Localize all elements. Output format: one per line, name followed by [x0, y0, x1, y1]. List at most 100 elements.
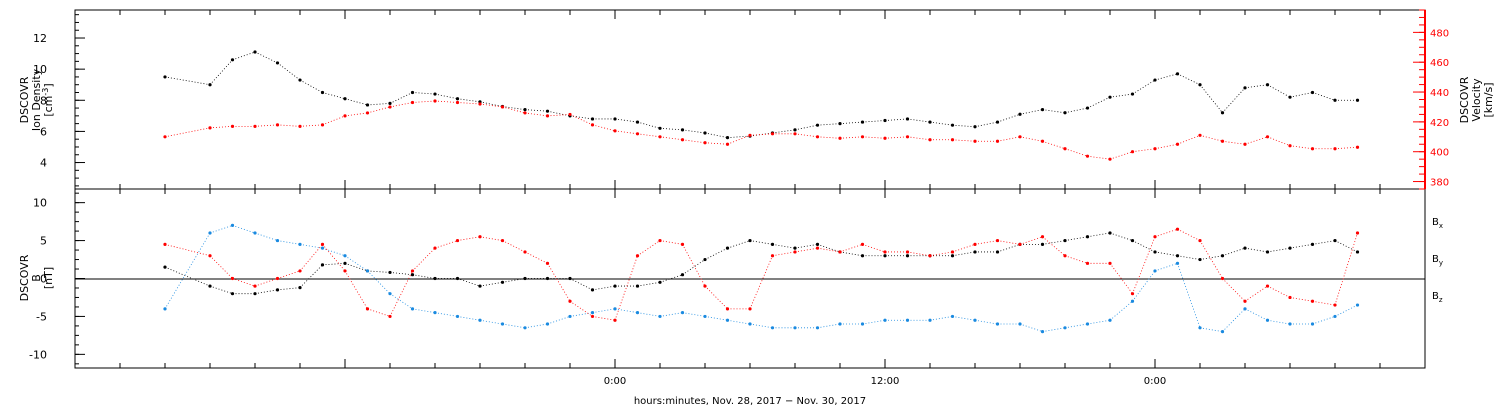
- series-trace-Bz: [1267, 285, 1291, 298]
- series-trace-velocity: [749, 133, 773, 136]
- series-trace-Bx: [1154, 251, 1178, 257]
- series-trace-velocity: [1064, 148, 1088, 157]
- series-trace-Bz: [1289, 297, 1313, 302]
- series-trace-Bx: [1334, 240, 1358, 253]
- series-trace-velocity: [1222, 140, 1246, 145]
- series-trace-Bz: [637, 240, 661, 257]
- series-trace-By: [1244, 308, 1268, 321]
- series-trace-Bz: [569, 300, 593, 317]
- series-trace-density: [1109, 93, 1133, 98]
- data-point-velocity: [658, 135, 662, 139]
- data-point-Bx: [1333, 238, 1337, 243]
- series-trace-By: [1334, 304, 1358, 317]
- top-left-ylabel: DSCOVRIon Density[cm-3]: [18, 68, 55, 131]
- series-trace-By: [862, 319, 886, 325]
- series-trace-density: [322, 92, 346, 100]
- series-trace-Bz: [524, 251, 548, 264]
- series-trace-velocity: [1177, 134, 1201, 145]
- x-tick-label: 12:00: [871, 376, 900, 387]
- y2-tick-label: 440: [1430, 88, 1449, 99]
- series-trace-Bz: [1019, 236, 1043, 245]
- series-trace-By: [1064, 323, 1088, 329]
- series-trace-Bx: [322, 262, 346, 266]
- series-trace-By: [704, 316, 728, 321]
- series-trace-density: [839, 121, 863, 125]
- bottom-ylabel-line-2: B: [30, 274, 43, 282]
- series-trace-Bz: [164, 243, 211, 257]
- series-trace-velocity: [704, 142, 728, 145]
- series-trace-Bz: [299, 244, 323, 272]
- series-trace-Bx: [839, 251, 863, 257]
- series-trace-density: [794, 124, 818, 131]
- series-trace-density: [952, 124, 976, 128]
- series-trace-velocity: [1087, 155, 1111, 160]
- series-trace-velocity: [884, 136, 908, 139]
- data-point-Bx: [1355, 250, 1360, 254]
- y-tick-label-top: 6: [40, 125, 47, 138]
- series-trace-Bz: [1244, 285, 1268, 302]
- series-trace-Bx: [1312, 240, 1336, 245]
- top-ylabel-exp: -3: [41, 88, 50, 96]
- series-trace-Bx: [592, 285, 616, 291]
- series-trace-Bz: [1199, 240, 1223, 279]
- series-trace-Bx: [952, 251, 976, 257]
- data-point-Bz: [905, 250, 910, 254]
- series-trace-velocity: [344, 112, 368, 117]
- series-trace-Bx: [299, 264, 323, 288]
- series-trace-Bx: [1199, 255, 1223, 260]
- data-point-Bz: [860, 242, 865, 246]
- series-trace-By: [1132, 270, 1156, 302]
- series-trace-Bx: [727, 240, 751, 249]
- series-trace-velocity: [997, 136, 1021, 142]
- series-trace-Bz: [592, 316, 616, 321]
- data-point-Bx: [770, 242, 775, 246]
- series-trace-Bz: [907, 251, 931, 257]
- series-trace-density: [907, 118, 931, 123]
- chart-marks: 0:00 12:00 0:00 4 6 8 10 12 380 400 420 440 460 480 -1…: [29, 9, 1449, 387]
- top-ylabel-line-1: DSCOVR: [18, 76, 31, 123]
- series-trace-Bx: [457, 278, 481, 287]
- series-trace-velocity: [389, 102, 413, 108]
- series-trace-Bx: [209, 285, 233, 295]
- series-trace-By: [254, 232, 278, 241]
- series-trace-Bz: [1109, 263, 1133, 294]
- top-y2label-line-1: DSCOVR: [1458, 76, 1471, 123]
- data-point-velocity: [1355, 145, 1360, 149]
- series-trace-Bz: [322, 244, 346, 272]
- series-trace-velocity: [1267, 136, 1291, 147]
- series-trace-density: [1244, 84, 1268, 89]
- series-trace-Bz: [1222, 278, 1246, 302]
- data-point-velocity: [793, 132, 797, 136]
- legend-by: By: [1432, 254, 1443, 267]
- series-trace-density: [367, 102, 391, 106]
- series-trace-By: [817, 323, 841, 329]
- data-point-density: [230, 58, 235, 62]
- bottom-ylabel-line-1: DSCOVR: [18, 254, 31, 301]
- series-trace-velocity: [524, 112, 548, 117]
- series-trace-velocity: [1289, 145, 1313, 150]
- series-trace-density: [1289, 92, 1313, 98]
- series-trace-Bx: [569, 278, 593, 291]
- series-trace-density: [974, 121, 998, 128]
- series-trace-Bz: [1042, 236, 1066, 257]
- series-trace-Bx: [794, 243, 818, 249]
- series-trace-Bx: [817, 243, 841, 253]
- data-point-Bx: [1220, 254, 1225, 258]
- series-trace-Bx: [254, 289, 278, 295]
- y-tick-label-top: 12: [33, 32, 47, 45]
- series-trace-By: [1154, 262, 1178, 272]
- y-tick-label-bottom: -10: [29, 348, 47, 361]
- series-trace-Bz: [1154, 228, 1178, 238]
- x-axis-title: hours:minutes, Nov. 28, 2017 − Nov. 30, …: [634, 396, 866, 407]
- series-trace-Bz: [547, 263, 571, 302]
- series-trace-Bz: [457, 236, 481, 241]
- series-trace-density: [389, 92, 413, 104]
- top-ylabel-line-3: [cm: [42, 96, 55, 117]
- y2-tick-label: 480: [1430, 28, 1449, 39]
- series-trace-Bx: [1267, 247, 1291, 253]
- series-trace-density: [929, 121, 953, 126]
- series-trace-density: [164, 76, 211, 86]
- series-trace-Bx: [479, 281, 503, 287]
- data-point-density: [1355, 98, 1360, 102]
- series-trace-By: [389, 293, 413, 310]
